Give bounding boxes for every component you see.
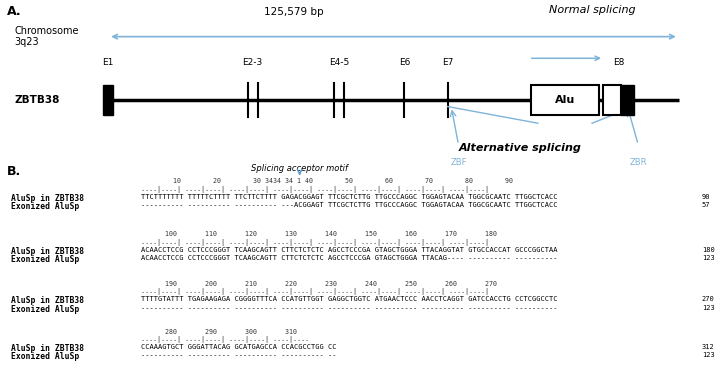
Text: ---------- ---------- ---------- ---------- --: ---------- ---------- ---------- -------… bbox=[141, 352, 336, 358]
Text: Splicing acceptor motif: Splicing acceptor motif bbox=[251, 164, 348, 173]
Text: AluSp in ZBTB38: AluSp in ZBTB38 bbox=[11, 296, 84, 306]
Text: E8: E8 bbox=[613, 58, 624, 67]
Bar bbox=[531, 85, 599, 115]
Text: Alu: Alu bbox=[554, 95, 575, 105]
Text: TTCTTTTTTT TTTTTCTTTT TTCTTCTTTT GAGACGGAGT TTCGCTCTTG TTGCCCAGGC TGGAGTACAA TGG: TTCTTTTTTT TTTTTCTTTT TTCTTCTTTT GAGACGG… bbox=[141, 194, 557, 200]
Text: A.: A. bbox=[7, 5, 22, 18]
Text: 10        20        30 3434 34 1 40        50        60        70        80     : 10 20 30 3434 34 1 40 50 60 70 80 bbox=[141, 178, 513, 184]
Text: 180: 180 bbox=[702, 247, 715, 253]
Text: 100       110       120       130       140       150       160       170       : 100 110 120 130 140 150 160 170 bbox=[141, 231, 497, 237]
Text: 123: 123 bbox=[702, 255, 715, 261]
Text: Normal splicing: Normal splicing bbox=[549, 5, 635, 15]
Bar bbox=[603, 85, 621, 115]
Text: ACAACCTCCG CCTCCCGGGT TCAAGCAGTT CTTCTCTCTC AGCCTCCCGA GTAGCTGGGA TTACAGGTAT GTG: ACAACCTCCG CCTCCCGGGT TCAAGCAGTT CTTCTCT… bbox=[141, 247, 557, 253]
Text: Exonized AluSp: Exonized AluSp bbox=[11, 352, 79, 361]
Text: AluSp in ZBTB38: AluSp in ZBTB38 bbox=[11, 344, 84, 353]
Text: AluSp in ZBTB38: AluSp in ZBTB38 bbox=[11, 194, 84, 203]
Text: E4-5: E4-5 bbox=[329, 58, 349, 67]
Text: TTTTGTATTT TGAGAAGAGA CGGGGTTTCA CCATGTTGGT GAGGCTGGTC ATGAACTCCC AACCTCAGGT GAT: TTTTGTATTT TGAGAAGAGA CGGGGTTTCA CCATGTT… bbox=[141, 296, 557, 303]
Text: 312: 312 bbox=[702, 344, 715, 350]
Text: E7: E7 bbox=[442, 58, 453, 67]
Text: ---------- ---------- ---------- ---ACGGAGT TTCGCTCTTG TTGCCCAGGC TGGAGTACAA TGG: ---------- ---------- ---------- ---ACGG… bbox=[141, 202, 557, 208]
Text: E1: E1 bbox=[103, 58, 114, 67]
Text: ....|....| ....|....| ....|....| ....|....: ....|....| ....|....| ....|....| ....|..… bbox=[141, 336, 309, 343]
Text: ---------- ---------- ---------- ---------- ---------- ---------- ---------- ---: ---------- ---------- ---------- -------… bbox=[141, 305, 557, 310]
Text: Exonized AluSp: Exonized AluSp bbox=[11, 305, 79, 313]
Text: Exonized AluSp: Exonized AluSp bbox=[11, 202, 79, 211]
Text: 280       290       300       310: 280 290 300 310 bbox=[141, 329, 297, 334]
Text: Exonized AluSp: Exonized AluSp bbox=[11, 255, 79, 264]
Text: ZBR: ZBR bbox=[630, 158, 647, 167]
Text: 57: 57 bbox=[702, 202, 710, 208]
Text: ....|....| ....|....| ....|....| ....|....| ....|....| ....|....| ....|....| ...: ....|....| ....|....| ....|....| ....|..… bbox=[141, 239, 489, 246]
Text: ACAACCTCCG CCTCCCGGGT TCAAGCAGTT CTTCTCTCTC AGCCTCCCGA GTAGCTGGGA TTACAG---- ---: ACAACCTCCG CCTCCCGGGT TCAAGCAGTT CTTCTCT… bbox=[141, 255, 557, 261]
Text: 90: 90 bbox=[702, 194, 710, 200]
Text: 190       200       210       220       230       240       250       260       : 190 200 210 220 230 240 250 260 bbox=[141, 281, 497, 287]
Text: 123: 123 bbox=[702, 305, 715, 310]
Text: Chromosome
3q23: Chromosome 3q23 bbox=[14, 26, 79, 47]
Text: ....|....| ....|....| ....|....| ....|....| ....|....| ....|....| ....|....| ...: ....|....| ....|....| ....|....| ....|..… bbox=[141, 186, 489, 193]
Bar bbox=[621, 85, 634, 115]
Text: ZBF: ZBF bbox=[451, 158, 466, 167]
Text: ZBTB38: ZBTB38 bbox=[14, 95, 60, 105]
Text: ....|....| ....|....| ....|....| ....|....| ....|....| ....|....| ....|....| ...: ....|....| ....|....| ....|....| ....|..… bbox=[141, 289, 489, 296]
Text: 123: 123 bbox=[702, 352, 715, 358]
Text: AluSp in ZBTB38: AluSp in ZBTB38 bbox=[11, 247, 84, 256]
Text: Alternative splicing: Alternative splicing bbox=[458, 143, 581, 153]
Text: CCAAAGTGCT GGGATTACAG GCATGAGCCA CCACGCCTGG CC: CCAAAGTGCT GGGATTACAG GCATGAGCCA CCACGCC… bbox=[141, 344, 336, 350]
Text: B.: B. bbox=[7, 165, 22, 178]
Bar bbox=[103, 85, 113, 115]
Text: 270: 270 bbox=[702, 296, 715, 303]
Text: 125,579 bp: 125,579 bp bbox=[264, 7, 323, 17]
Text: E2-3: E2-3 bbox=[243, 58, 263, 67]
Text: E6: E6 bbox=[399, 58, 410, 67]
